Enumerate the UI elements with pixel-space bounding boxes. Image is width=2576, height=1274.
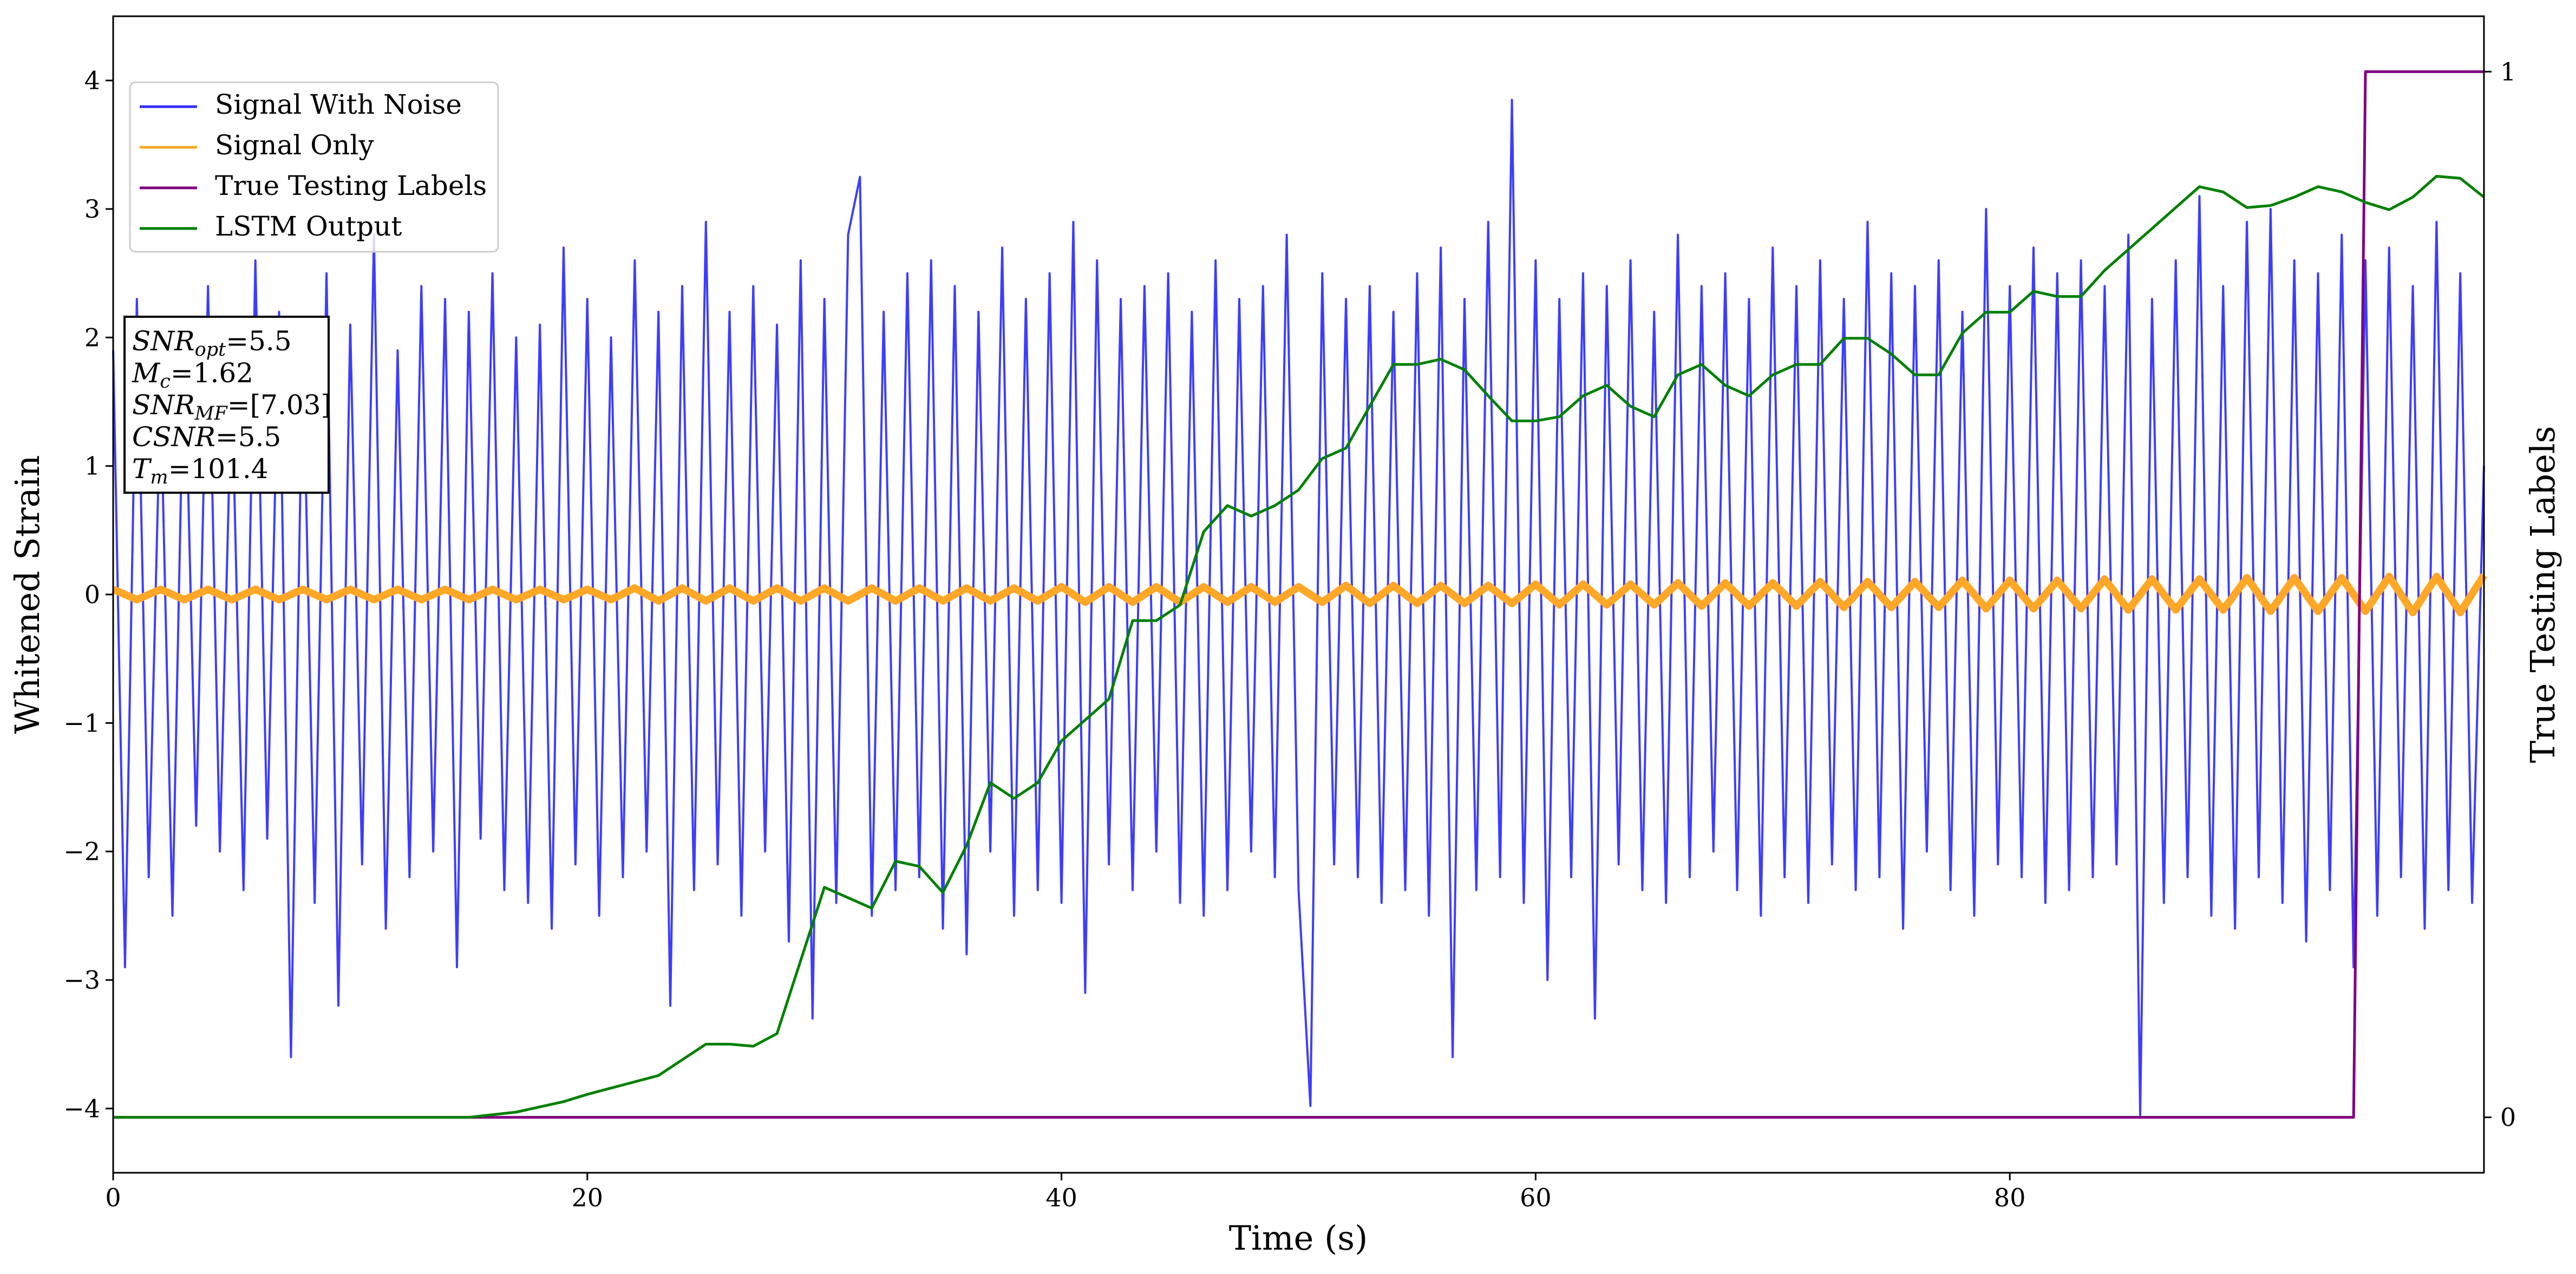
series-line xyxy=(112,99,2485,1116)
annotation-symbol: CSNR xyxy=(132,421,215,453)
annotation-box xyxy=(123,316,330,494)
y-tick-label: 4 xyxy=(84,66,100,95)
annotation-line: SNRMF=[7.03] xyxy=(132,389,331,424)
annotation-subscript: opt xyxy=(195,339,226,361)
y-tick-label: 0 xyxy=(84,580,100,609)
annotation-value: =5.5 xyxy=(215,421,281,453)
y-axis-label: Whitened Strain xyxy=(8,455,47,734)
annotation-line: CSNR=5.5 xyxy=(132,421,281,453)
y-tick-label: −2 xyxy=(63,837,100,866)
x-tick-label: 0 xyxy=(105,1183,121,1212)
legend: Signal With Noise Signal Only True Testing… xyxy=(140,89,487,242)
annotation-symbol: SNR xyxy=(132,389,195,421)
annotation-subscript: m xyxy=(150,467,168,488)
annotation-subscript: c xyxy=(160,371,171,393)
legend-label: True Testing Labels xyxy=(215,170,487,201)
x-tick-label: 60 xyxy=(1520,1183,1552,1212)
y-tick-label: −1 xyxy=(63,708,100,737)
x-tick-label: 80 xyxy=(1994,1183,2026,1212)
legend-label: LSTM Output xyxy=(215,211,402,242)
series-line xyxy=(113,175,2485,1119)
annotation-value: =1.62 xyxy=(171,357,253,389)
y-tick-label: −3 xyxy=(63,965,100,995)
annotation-value: =[7.03] xyxy=(227,389,331,421)
annotation-value: =101.4 xyxy=(168,453,269,485)
x-tick-label: 40 xyxy=(1045,1183,1077,1212)
legend-label: Signal With Noise xyxy=(215,89,462,120)
annotation-line: Tm=101.4 xyxy=(132,453,269,488)
annotation-line: SNRopt=5.5 xyxy=(132,325,292,361)
y2-axis-label: True Testing Labels xyxy=(2523,426,2562,763)
legend-label: Signal Only xyxy=(215,129,374,161)
y2-tick-label: 0 xyxy=(2500,1103,2516,1132)
annotation-symbol: T xyxy=(132,453,152,485)
plot-area xyxy=(112,70,2487,1119)
y-tick-label: −4 xyxy=(63,1094,100,1123)
x-axis-label: Time (s) xyxy=(1229,1218,1368,1258)
annotation: SNRopt=5.5Mc=1.62SNRMF=[7.03]CSNR=5.5Tm=… xyxy=(132,325,331,488)
x-tick-label: 20 xyxy=(572,1183,604,1212)
annotation-value: =5.5 xyxy=(226,325,291,357)
y-tick-label: 2 xyxy=(84,323,100,352)
series-line xyxy=(112,572,2487,617)
y-tick-label: 3 xyxy=(84,194,100,224)
y-tick-label: 1 xyxy=(84,452,100,481)
annotation-symbol: M xyxy=(132,357,161,389)
annotation-subscript: MF xyxy=(194,403,228,424)
y2-tick-label: 1 xyxy=(2500,57,2516,86)
series-line xyxy=(113,70,2484,1119)
legend-box xyxy=(129,81,499,253)
annotation-line: Mc=1.62 xyxy=(132,357,253,393)
annotation-symbol: SNR xyxy=(132,325,195,357)
